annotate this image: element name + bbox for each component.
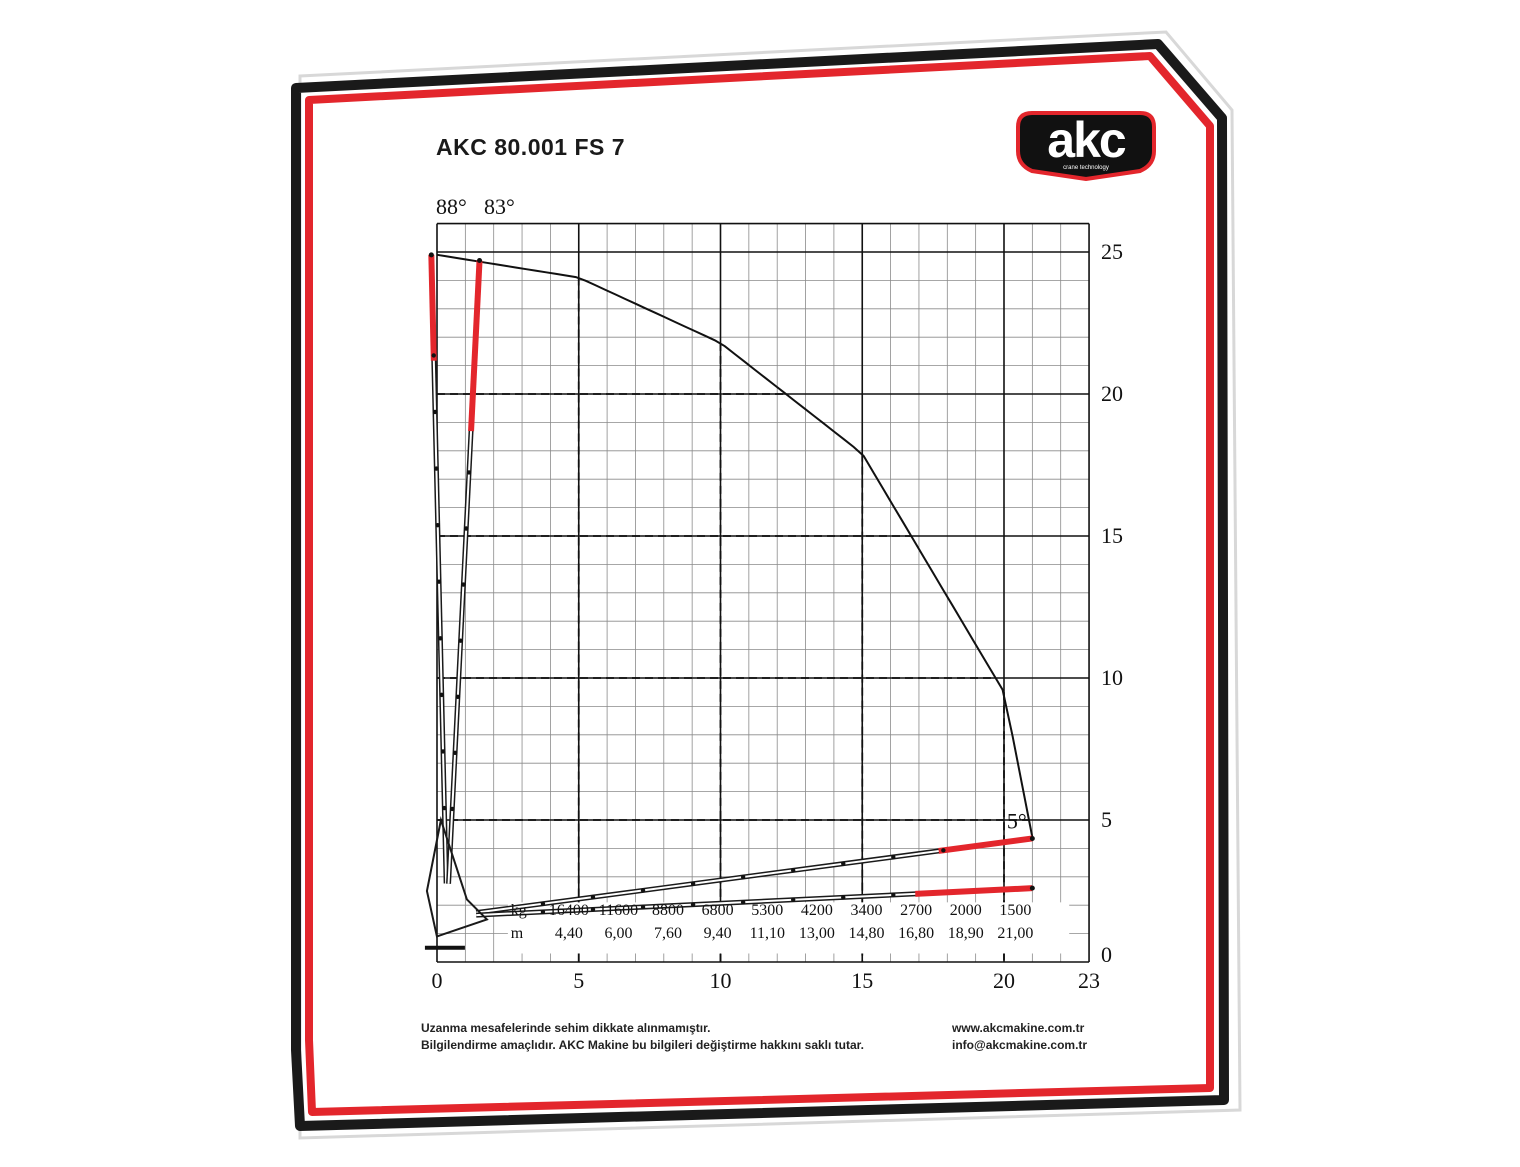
x-tick-label: 15 bbox=[851, 968, 873, 993]
x-tick-label: 10 bbox=[710, 968, 732, 993]
table-kg-value: 6800 bbox=[702, 902, 734, 919]
boom-5-joint bbox=[590, 894, 596, 900]
y-tick-label: 5 bbox=[1101, 807, 1112, 832]
lift-envelope bbox=[436, 253, 1034, 838]
load-table: kg m 16400 4,40 11600 6,00 8800 7,60 6800 9,40 530… bbox=[511, 902, 1034, 942]
table-m-value: 13,00 bbox=[799, 925, 835, 942]
y-tick-label: 20 bbox=[1101, 381, 1123, 406]
x-tick-label: 23 bbox=[1078, 968, 1100, 993]
boom-5-joint bbox=[841, 861, 846, 866]
boom-88-joint bbox=[436, 579, 442, 584]
boom-88-joint bbox=[438, 636, 443, 641]
footer-website[interactable]: www.akcmakine.com.tr bbox=[952, 1021, 1085, 1035]
x-tick-label: 20 bbox=[993, 968, 1015, 993]
y-axis-ticks: 0 5 10 15 20 25 bbox=[1101, 239, 1123, 967]
footer-email[interactable]: info@akcmakine.com.tr bbox=[952, 1038, 1088, 1052]
boom-0-tip-pin bbox=[1029, 885, 1035, 891]
boom-5-tip-pin bbox=[1029, 835, 1035, 841]
table-kg-value: 8800 bbox=[652, 902, 684, 919]
y-tick-label: 0 bbox=[1101, 942, 1112, 967]
table-kg-value: 11600 bbox=[599, 902, 638, 919]
boom-88-joint bbox=[432, 409, 438, 415]
y-tick-label: 10 bbox=[1101, 665, 1123, 690]
boom-5-joint bbox=[640, 888, 646, 893]
table-kg-value: 16400 bbox=[549, 902, 589, 919]
y-tick-label: 15 bbox=[1101, 523, 1123, 548]
table-m-value: 14,80 bbox=[849, 925, 885, 942]
table-m-value: 21,00 bbox=[997, 925, 1033, 942]
boom-88-joint bbox=[435, 522, 440, 528]
boom-83-joint bbox=[452, 750, 458, 756]
boom-5-joint bbox=[891, 854, 896, 860]
boom-83-joint bbox=[464, 526, 469, 531]
boom-0-joint bbox=[891, 892, 896, 898]
angle-5-label: 5° bbox=[1007, 809, 1027, 834]
boom-0-joint bbox=[540, 909, 546, 915]
boom-5-joint bbox=[540, 901, 546, 906]
table-m-value: 11,10 bbox=[750, 925, 785, 942]
table-m-value: 4,40 bbox=[555, 925, 583, 942]
boom-0-joint bbox=[690, 902, 696, 907]
table-kg-value: 2000 bbox=[950, 902, 982, 919]
akc-logo bbox=[1016, 111, 1156, 181]
table-m-value: 7,60 bbox=[654, 925, 682, 942]
table-m-value: 16,80 bbox=[898, 925, 934, 942]
table-kg-value: 4200 bbox=[801, 902, 833, 919]
crane-column bbox=[425, 816, 489, 938]
boom-88-tip-pin bbox=[428, 252, 434, 258]
boom-0-joint bbox=[640, 904, 646, 910]
table-kg-value: 5300 bbox=[751, 902, 783, 919]
boom-88-tip bbox=[428, 254, 437, 361]
boom-83-joint bbox=[458, 638, 463, 643]
y-tick-label: 25 bbox=[1101, 239, 1123, 264]
grid-dashed bbox=[437, 277, 1030, 962]
table-kg-value: 1500 bbox=[999, 902, 1031, 919]
footer-note-2: Bilgilendirme amaçlıdır. AKC Makine bu b… bbox=[421, 1038, 865, 1052]
logo-subtext: crane technology bbox=[1063, 165, 1109, 171]
boom-5-joint bbox=[941, 848, 946, 853]
table-m-value: 9,40 bbox=[704, 925, 732, 942]
angle-83-label: 83° bbox=[484, 194, 515, 219]
grid-minor bbox=[437, 223, 1090, 962]
crane-booms bbox=[424, 252, 1035, 950]
boom-83-joint bbox=[450, 806, 455, 812]
logo-text: akc bbox=[1047, 112, 1126, 168]
boom-88-joint bbox=[434, 466, 439, 471]
boom-83-joint bbox=[466, 470, 472, 475]
x-tick-label: 0 bbox=[432, 968, 443, 993]
table-kg-value: 2700 bbox=[900, 902, 932, 919]
boom-0-joint bbox=[590, 907, 596, 912]
table-kg-value: 3400 bbox=[851, 902, 883, 919]
boom-88-joint bbox=[440, 749, 446, 754]
table-m-value: 18,90 bbox=[948, 925, 984, 942]
boom-5-tip bbox=[938, 835, 1033, 854]
boom-0-joint bbox=[841, 895, 846, 900]
boom-0-joint bbox=[740, 899, 746, 905]
boom-5-joint bbox=[740, 874, 746, 880]
envelope-curve bbox=[436, 253, 1034, 838]
x-axis-ticks: 0 5 10 15 20 23 bbox=[432, 968, 1101, 993]
table-kg-label: kg bbox=[511, 902, 527, 919]
footer-note-1: Uzanma mesafelerinde sehim dikkate alınm… bbox=[421, 1021, 711, 1035]
boom-83-joint bbox=[455, 694, 461, 699]
boom-88-joint bbox=[442, 805, 447, 811]
boom-5-joint bbox=[791, 868, 796, 873]
boom-83-joint bbox=[461, 582, 466, 587]
table-m-label: m bbox=[511, 925, 524, 942]
x-tick-label: 5 bbox=[573, 968, 584, 993]
angle-88-label: 88° bbox=[436, 194, 467, 219]
table-m-value: 6,00 bbox=[604, 925, 632, 942]
boom-5-joint bbox=[690, 881, 696, 886]
boom-88-joint bbox=[431, 353, 436, 358]
chart-title: AKC 80.001 FS 7 bbox=[436, 134, 626, 160]
boom-88-joint bbox=[439, 692, 444, 698]
boom-0-joint bbox=[791, 897, 796, 902]
boom-0-tip bbox=[915, 885, 1033, 897]
boom-83-tip bbox=[468, 260, 483, 432]
boom-83-tip-pin bbox=[477, 258, 483, 264]
